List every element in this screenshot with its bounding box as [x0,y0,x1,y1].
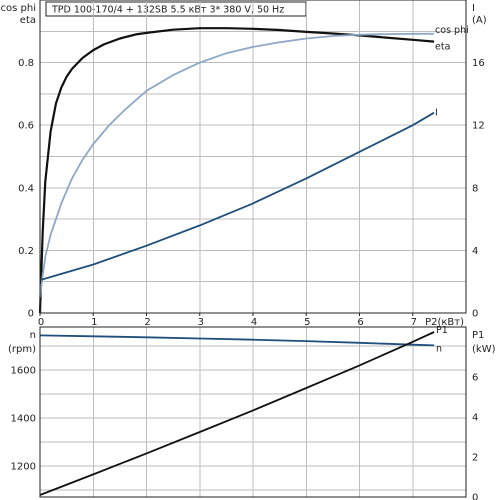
series-eta-label: eta [435,42,450,53]
y-right-tick-label: 16 [472,58,485,69]
x-tick-label: 4 [251,317,257,328]
lower-plot-labels: 1200 1400 1600 n (rpm) 0 2 4 6 P1 (kW) n P1 [8,325,496,500]
y-right-axis-label: (A) [472,15,487,26]
y-left-tick-label: 0.2 [18,246,34,257]
y-left-tick-label: 0.4 [18,183,34,194]
y-right-tick-label: 4 [472,246,478,257]
series-i-line [39,111,435,281]
y-left-axis-label: eta [20,15,36,26]
header-text: TPD 100-170/4 + 132SB 5.5 кВт 3* 380 V, … [51,5,284,16]
x-tick-label: 7 [411,317,417,328]
lower-y-left-axis-label: n [30,330,36,341]
lower-y-left-tick-label: 1600 [11,366,36,377]
y-left-tick-label: 0 [28,309,34,320]
lower-plot-grid [40,327,466,497]
x-tick-label: 6 [357,317,363,328]
y-right-tick-label: 0 [472,309,478,320]
series-p1-label: P1 [436,325,448,336]
lower-y-right-tick-label: 4 [472,413,478,424]
lower-y-right-axis-label: (kW) [472,344,496,355]
y-right-axis-label: I [472,3,475,14]
series-p1-line [39,331,435,496]
upper-plot-series [38,27,435,314]
series-eta-line [38,27,435,314]
lower-y-right-tick-label: 2 [472,453,478,464]
series-n-line [39,334,435,347]
lower-y-left-tick-label: 1200 [11,461,36,472]
y-left-axis-label: cos phi [1,3,36,14]
series-i-label: I [435,108,438,119]
lower-y-right-tick-label: 6 [472,373,478,384]
lower-plot-series [39,331,435,496]
series-n-label: n [436,343,442,354]
x-axis-label: P2(кВт) [425,317,464,328]
lower-y-left-axis-label: (rpm) [8,344,36,355]
lower-y-right-axis-label: P1 [472,330,484,341]
x-tick-label: 2 [144,317,150,328]
x-tick-label: 5 [304,317,310,328]
x-tick-label: 0 [38,317,44,328]
series-cos-phi-line [39,32,435,298]
x-tick-label: 3 [198,317,204,328]
x-tick-label: 1 [91,317,97,328]
y-left-tick-label: 0.6 [18,121,34,132]
lower-y-right-tick-label: 0 [472,493,478,500]
y-right-tick-label: 8 [472,183,478,194]
y-left-tick-label: 0.8 [18,58,34,69]
y-right-tick-label: 12 [472,121,485,132]
lower-y-left-tick-label: 1400 [11,413,36,424]
upper-plot-grid [40,0,466,313]
series-cos-phi-label: cos phi [435,25,469,36]
lower-plot-frame [39,326,467,498]
